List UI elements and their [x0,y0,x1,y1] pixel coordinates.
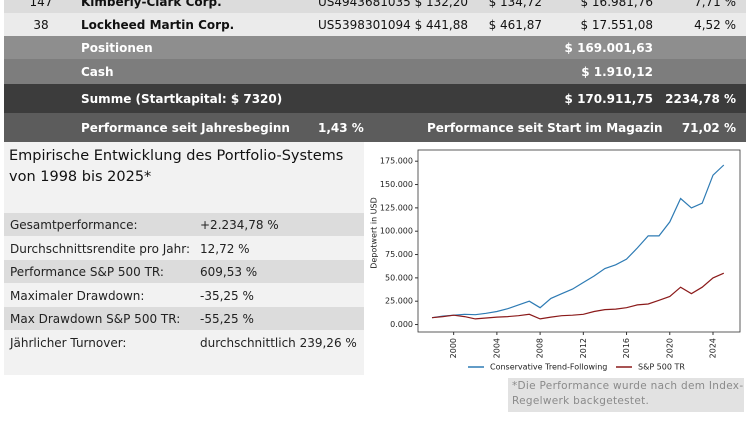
row-label: Summe (Startkapital: $ 7320) [81,91,283,106]
cell: 38 [33,17,49,32]
row-pct: 2234,78 % [665,91,736,106]
stats-value: durchschnittlich 239,26 % [200,335,357,350]
y-tick-label: 150.000 [380,180,413,189]
table-row: 38 Lockheed Martin Corp. US5398301094 $ 441… [4,13,746,36]
stats-panel: Empirische Entwicklung des Portfolio-Sys… [4,142,364,375]
y-tick-label: 25.000 [385,297,413,306]
y-tick-label: 100.000 [380,227,413,236]
x-tick-label: 2000 [449,338,458,358]
stats-row: Jährlicher Turnover: durchschnittlich 239… [4,330,364,354]
series-line [431,272,725,320]
stats-label: Maximaler Drawdown: [10,288,145,303]
legend-label: S&P 500 TR [638,363,685,372]
stats-label: Durchschnittsrendite pro Jahr: [10,241,190,256]
perf-value: 1,43 % [318,120,364,135]
cell: US4943681035 [318,0,411,9]
table-row: Positionen $ 169.001,63 [4,36,746,59]
stats-label: Max Drawdown S&P 500 TR: [10,312,181,326]
perf-label: Performance seit Start im Magazin [427,120,663,135]
stats-value: 12,72 % [200,241,250,256]
cell: $ 134,72 [488,0,542,9]
cell: $ 441,88 [414,17,468,32]
legend-label: Conservative Trend-Following [490,363,607,372]
y-tick-label: 0.000 [390,320,413,329]
series-line [431,164,725,319]
cell: $ 17.551,08 [580,17,653,32]
x-tick-label: 2008 [536,338,545,358]
stats-label: Jährlicher Turnover: [10,335,127,350]
cell: $ 461,87 [488,17,542,32]
table-row: Performance seit Jahresbeginn 1,43 % Perfo… [4,113,746,142]
y-axis-label: Depotwert in USD [370,197,379,269]
stats-row: Max Drawdown S&P 500 TR: -55,25 % [4,307,364,330]
x-tick-label: 2024 [708,338,717,358]
y-tick-label: 125.000 [380,203,413,212]
row-label: Positionen [81,40,153,55]
cell: $ 16.981,76 [580,0,653,9]
cell: Kimberly-Clark Corp. [81,0,222,9]
stats-row: Maximaler Drawdown: -35,25 % [4,283,364,307]
row-label: Cash [81,64,114,79]
chart: Depotwert in USD 0.000 25.000 50.000 75.000… [368,144,746,378]
stats-title: Empirische Entwicklung des Portfolio-Sys… [9,148,344,185]
footnote: *Die Performance wurde nach dem Index-Re… [508,378,744,412]
stats-label: Performance S&P 500 TR: [10,265,164,279]
x-tick-label: 2016 [622,338,631,358]
perf-value: 71,02 % [681,120,736,135]
stats-row: Gesamtperformance: +2.234,78 % [4,213,364,236]
row-value: $ 170.911,75 [564,91,653,106]
stats-value: -55,25 % [200,312,254,326]
x-tick-label: 2004 [492,338,501,358]
x-tick-label: 2020 [665,338,674,358]
cell: 7,71 % [694,0,736,9]
cell: 147 [29,0,53,9]
stats-label: Gesamtperformance: [10,218,138,232]
table-row: Cash $ 1.910,12 [4,59,746,84]
stats-value: +2.234,78 % [200,218,279,232]
plot-frame [417,149,741,333]
row-value: $ 169.001,63 [564,40,653,55]
stats-row: Performance S&P 500 TR: 609,53 % [4,260,364,283]
cell: $ 132,20 [414,0,468,9]
stats-value: -35,25 % [200,288,254,303]
stats-row: Durchschnittsrendite pro Jahr: 12,72 % [4,236,364,260]
cell: Lockheed Martin Corp. [81,17,235,32]
cell: 4,52 % [694,17,736,32]
table-row: Summe (Startkapital: $ 7320) $ 170.911,75… [4,84,746,113]
row-value: $ 1.910,12 [581,64,653,79]
chart-bg [368,144,746,378]
cell: US5398301094 [318,17,411,32]
x-tick-label: 2012 [579,338,588,358]
perf-label: Performance seit Jahresbeginn [81,120,290,135]
stats-value: 609,53 % [200,265,258,279]
y-tick-label: 50.000 [385,273,413,282]
y-tick-label: 75.000 [385,250,413,259]
table-row: 147 Kimberly-Clark Corp. US4943681035 $ 132… [4,0,746,13]
y-tick-label: 175.000 [380,157,413,166]
